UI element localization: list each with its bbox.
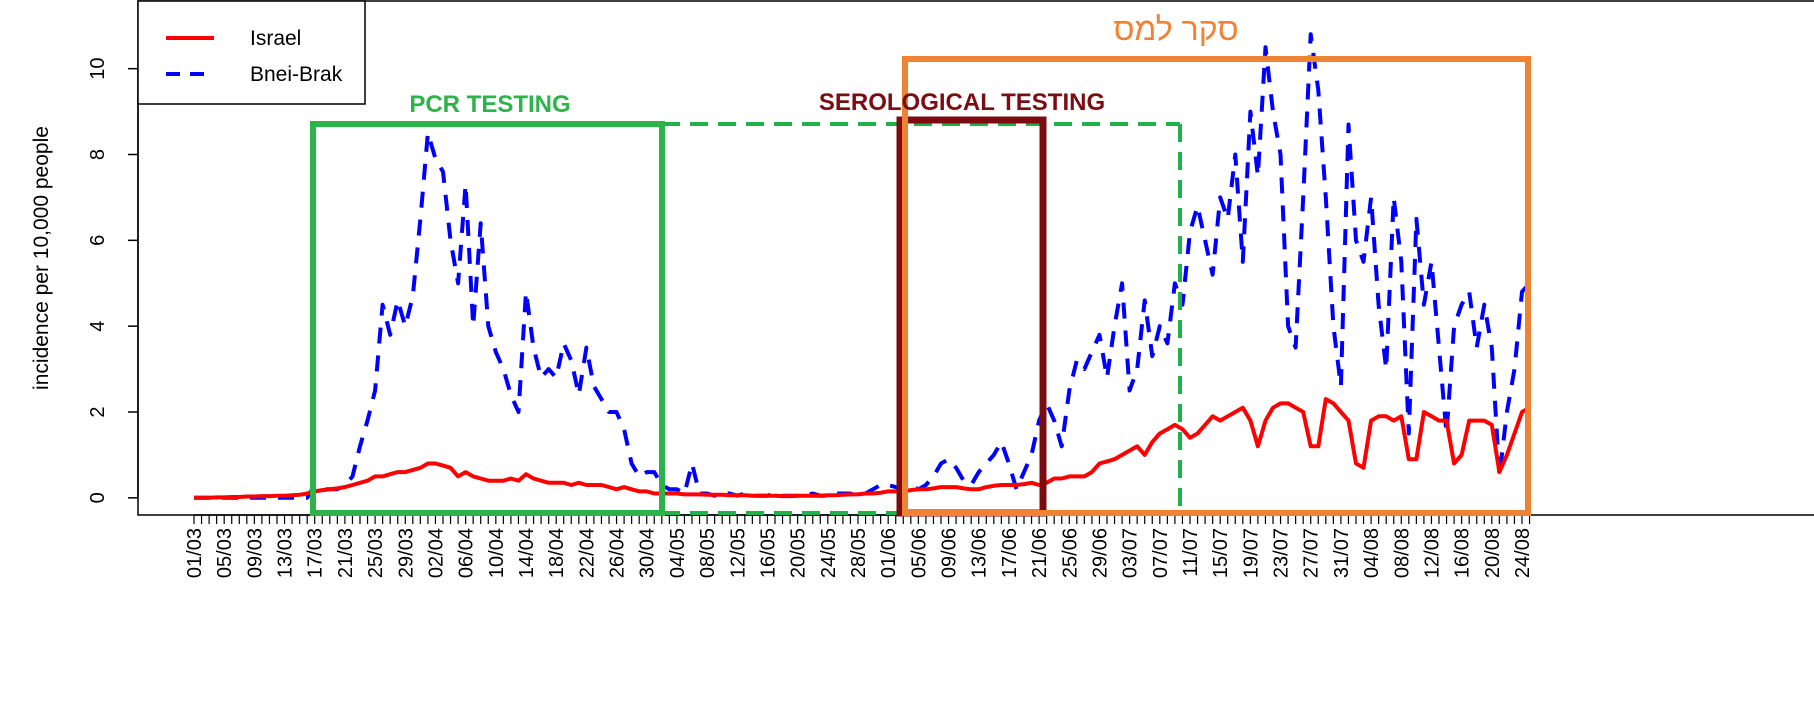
x-tick-label: 27/07 [1301,528,1323,578]
annotation: SEROLOGICAL TESTING [819,89,1105,116]
x-tick-label: 18/04 [546,528,568,578]
survey-box [902,56,1531,516]
x-tick-label: 23/07 [1271,528,1293,578]
x-tick-label: 16/05 [757,528,779,578]
y-tick-label: 8 [87,149,109,160]
x-tick-label: 08/08 [1391,528,1413,578]
x-tick-label: 28/05 [848,528,870,578]
x-tick-label: 17/06 [999,528,1021,578]
pcr-box [310,121,665,516]
legend-label: Israel [250,27,301,50]
x-tick-label: 05/03 [214,528,236,578]
x-tick-label: 29/06 [1089,528,1111,578]
serological-box [896,116,1047,517]
x-tick-label: 13/06 [969,528,991,578]
legend-box [137,0,366,105]
x-tick-label: 13/03 [275,528,297,578]
series-line [194,397,1531,500]
x-tick-label: 01/03 [184,528,206,578]
y-tick-label: 2 [87,406,109,417]
x-tick-label: 16/08 [1452,528,1474,578]
x-tick-label: 02/04 [425,528,447,578]
x-tick-label: 04/05 [667,528,689,578]
series-line [194,32,1531,500]
annotation-boxes: PCR TESTING SEROLOGICAL TESTING סקר למס [310,11,1531,517]
x-tick-label: 06/04 [456,528,478,578]
x-tick-label: 22/04 [576,528,598,578]
x-tick-label: 10/04 [486,528,508,578]
x-tick-label: 31/07 [1331,528,1353,578]
x-tick-label: 15/07 [1210,528,1232,578]
y-tick-label: 10 [87,58,109,80]
x-tick-label: 07/07 [1150,528,1172,578]
x-tick-label: 20/05 [788,528,810,578]
x-tick-label: 12/05 [727,528,749,578]
legend-label: Bnei-Brak [250,63,343,86]
x-tick-label: 17/03 [305,528,327,578]
x-tick-label: 03/07 [1120,528,1142,578]
x-tick-label: 11/07 [1180,528,1202,577]
y-tick-label: 0 [87,492,109,503]
x-tick-label: 25/06 [1059,528,1081,578]
annotation: PCR TESTING [409,91,570,118]
x-tick-label: 19/07 [1240,528,1262,578]
x-tick-label: 14/04 [516,528,538,578]
plot-area: 0 2 4 6 8 10 01/03 05/03 09/03 13/03 17/03 21/03 25/… [87,32,1534,578]
y-tick-label: 6 [87,235,109,246]
x-tick-label: 12/08 [1421,528,1443,578]
x-tick-label: 21/06 [1029,528,1051,578]
annotation: סקר למס [1113,11,1238,47]
x-tick-label: 04/08 [1361,528,1383,578]
x-tick-label: 08/05 [697,528,719,578]
x-tick-label: 24/08 [1512,528,1534,578]
x-tick-label: 29/03 [395,528,417,578]
x-tick-label: 26/04 [607,528,629,578]
legend: Israel Bnei-Brak [137,0,366,105]
x-tick-label: 20/08 [1482,528,1504,578]
y-tick-label: 4 [87,321,109,332]
plot-frame [137,0,1814,516]
x-tick-label: 24/05 [818,528,840,578]
x-tick-label: 25/03 [365,528,387,578]
y-axis-label: incidence per 10,000 people [30,126,53,390]
x-tick-label: 21/03 [335,528,357,578]
x-tick-label: 01/06 [878,528,900,578]
x-tick-label: 09/06 [939,528,961,578]
x-tick-label: 30/04 [637,528,659,578]
x-tick-label: 09/03 [244,528,266,578]
x-tick-label: 05/06 [908,528,930,578]
